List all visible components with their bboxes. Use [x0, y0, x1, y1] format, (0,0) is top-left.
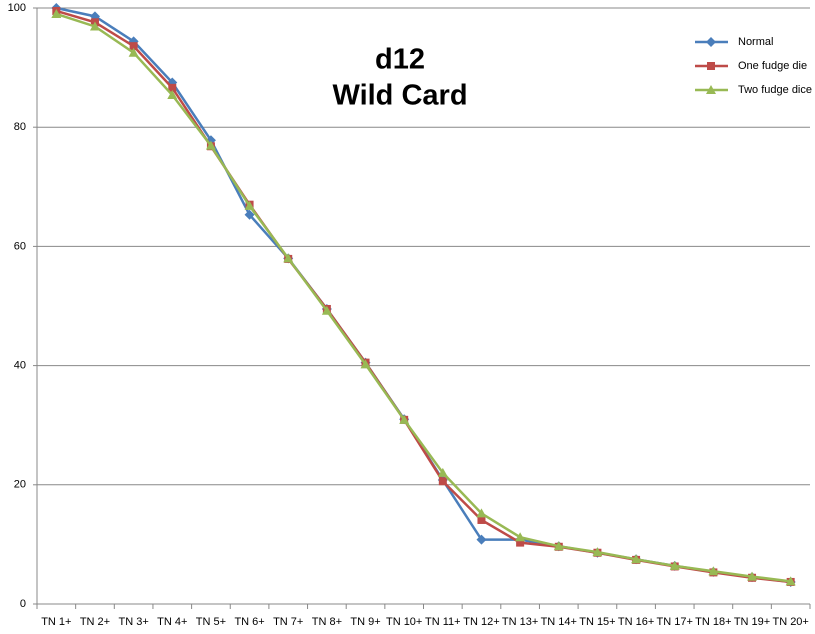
marker	[167, 90, 178, 100]
x-tick-label: TN 11+	[425, 616, 461, 628]
x-tick-label: TN 20+	[772, 616, 808, 628]
chart-title: Wild Card	[332, 80, 467, 112]
marker	[476, 508, 487, 518]
x-tick-label: TN 4+	[157, 616, 187, 628]
marker	[283, 253, 294, 263]
x-tick-label: TN 7+	[273, 616, 303, 628]
x-tick-label: TN 19+	[734, 616, 770, 628]
marker	[399, 414, 410, 424]
x-tick-label: TN 16+	[618, 616, 654, 628]
marker	[51, 8, 62, 18]
marker	[437, 467, 448, 477]
legend-label: Normal	[738, 36, 773, 48]
y-tick-label: 80	[14, 121, 26, 133]
marker	[477, 515, 486, 524]
marker	[476, 534, 487, 545]
marker	[438, 477, 447, 486]
marker	[360, 359, 371, 369]
x-tick-label: TN 8+	[312, 616, 342, 628]
y-tick-label: 100	[8, 2, 26, 14]
y-tick-label: 0	[20, 598, 26, 610]
marker	[706, 37, 716, 47]
x-tick-label: TN 15+	[579, 616, 615, 628]
x-tick-label: TN 5+	[196, 616, 226, 628]
marker	[785, 576, 796, 586]
marker	[553, 541, 564, 551]
marker	[168, 83, 177, 92]
x-tick-label: TN 3+	[118, 616, 148, 628]
x-tick-label: TN 14+	[541, 616, 577, 628]
y-tick-label: 40	[14, 360, 26, 372]
marker	[708, 566, 719, 576]
legend-label: Two fudge dice	[738, 84, 812, 96]
x-tick-label: TN 13+	[502, 616, 538, 628]
marker	[89, 21, 100, 31]
marker	[631, 554, 642, 564]
x-tick-label: TN 9+	[350, 616, 380, 628]
x-tick-label: TN 17+	[657, 616, 693, 628]
marker	[516, 538, 525, 547]
x-tick-label: TN 12+	[463, 616, 499, 628]
marker	[706, 85, 716, 94]
series-line	[55, 12, 791, 583]
marker	[244, 200, 255, 210]
marker	[321, 305, 332, 315]
marker	[747, 571, 758, 581]
y-tick-label: 60	[14, 240, 26, 252]
marker	[128, 47, 139, 57]
chart-title: d12	[375, 44, 425, 76]
x-tick-label: TN 6+	[234, 616, 264, 628]
marker	[592, 547, 603, 557]
marker	[244, 209, 255, 220]
x-tick-label: TN 18+	[695, 616, 731, 628]
marker	[669, 560, 680, 570]
x-tick-label: TN 2+	[80, 616, 110, 628]
marker	[707, 62, 715, 70]
x-tick-label: TN 1+	[41, 616, 71, 628]
marker	[515, 532, 526, 542]
marker	[205, 140, 216, 150]
marker	[129, 42, 138, 51]
y-tick-label: 20	[14, 479, 26, 491]
x-tick-label: TN 10+	[386, 616, 422, 628]
legend-label: One fudge die	[738, 60, 807, 72]
